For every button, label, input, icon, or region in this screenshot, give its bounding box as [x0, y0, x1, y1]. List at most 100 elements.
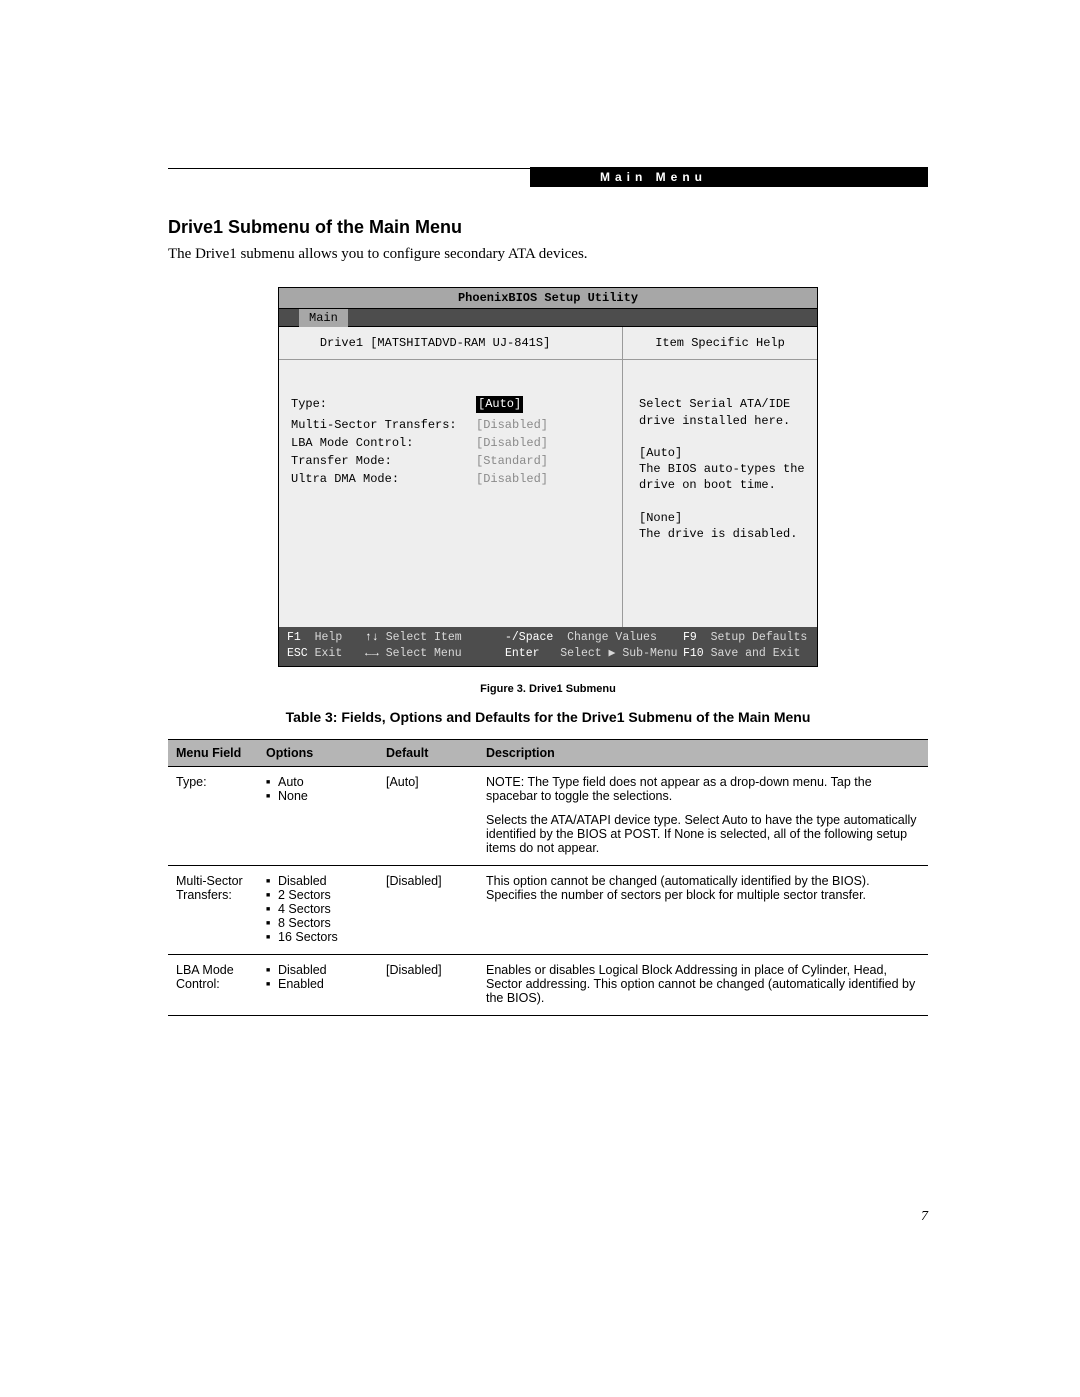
footer-key-f9: F9 — [683, 631, 697, 644]
bios-setting-row: Multi-Sector Transfers:[Disabled] — [291, 417, 610, 433]
bios-setting-label: Multi-Sector Transfers: — [291, 417, 476, 433]
bios-help-line: Select Serial ATA/IDE — [639, 396, 805, 412]
bios-subheader-left: Drive1 [MATSHITADVD-RAM UJ-841S] — [279, 327, 622, 360]
footer-select-submenu: Select ▶ Sub-Menu — [560, 647, 677, 660]
footer-setup-defaults: Setup Defaults — [711, 631, 808, 644]
bios-help-line: The BIOS auto-types the — [639, 461, 805, 477]
bios-footer-row-2: ESC Exit ←→ Select Menu Enter Select ▶ S… — [287, 646, 809, 662]
option-item: Disabled — [266, 963, 370, 977]
bios-help-title: Item Specific Help — [623, 327, 817, 360]
bios-setting-value: [Standard] — [476, 453, 548, 469]
bios-frame: PhoenixBIOS Setup Utility Main Drive1 [M… — [278, 287, 818, 667]
option-item: 8 Sectors — [266, 916, 370, 930]
bios-help-line: The drive is disabled. — [639, 526, 805, 542]
cell-default: [Disabled] — [378, 866, 478, 955]
table-header-row: Menu Field Options Default Description — [168, 740, 928, 767]
option-item: None — [266, 789, 370, 803]
option-item: 2 Sectors — [266, 888, 370, 902]
bios-help-line: drive on boot time. — [639, 477, 805, 493]
bios-setting-label: LBA Mode Control: — [291, 435, 476, 451]
bios-footer-row-1: F1 Help ↑↓ Select Item -/Space Change Va… — [287, 630, 809, 646]
bios-help-line: [None] — [639, 510, 805, 526]
bios-body: Drive1 [MATSHITADVD-RAM UJ-841S] Type:[A… — [279, 327, 817, 627]
description-paragraph: Selects the ATA/ATAPI device type. Selec… — [486, 813, 920, 855]
bios-footer: F1 Help ↑↓ Select Item -/Space Change Va… — [279, 627, 817, 666]
footer-exit: Exit — [315, 647, 343, 660]
fields-table: Menu Field Options Default Description T… — [168, 739, 928, 1016]
section-heading: Drive1 Submenu of the Main Menu — [168, 217, 928, 238]
cell-options: DisabledEnabled — [258, 955, 378, 1016]
bios-help-line — [639, 429, 805, 445]
bios-setting-label: Transfer Mode: — [291, 453, 476, 469]
bios-help-line: drive installed here. — [639, 413, 805, 429]
footer-key-arrows-ud: ↑↓ — [365, 631, 379, 644]
figure-caption: Figure 3. Drive1 Submenu — [168, 683, 928, 695]
option-item: Disabled — [266, 874, 370, 888]
option-item: 16 Sectors — [266, 930, 370, 944]
footer-key-f1: F1 — [287, 631, 301, 644]
footer-key-esc: ESC — [287, 647, 308, 660]
footer-key-arrows-lr: ←→ — [365, 647, 379, 660]
col-header-options: Options — [258, 740, 378, 767]
footer-key-enter: Enter — [505, 647, 540, 660]
footer-save-exit: Save and Exit — [711, 647, 801, 660]
cell-menu-field: LBA Mode Control: — [168, 955, 258, 1016]
option-item: Enabled — [266, 977, 370, 991]
description-paragraph: Enables or disables Logical Block Addres… — [486, 963, 920, 1005]
bios-setting-value: [Disabled] — [476, 417, 548, 433]
cell-description: This option cannot be changed (automatic… — [478, 866, 928, 955]
bios-setting-value: [Disabled] — [476, 435, 548, 451]
table-row: Type:AutoNone[Auto]NOTE: The Type field … — [168, 767, 928, 866]
bios-setting-label: Type: — [291, 396, 476, 412]
header-label: Main Menu — [600, 170, 707, 184]
description-paragraph: This option cannot be changed (automatic… — [486, 874, 920, 902]
bios-setting-value: [Auto] — [476, 396, 523, 412]
table-row: Multi-Sector Transfers:Disabled2 Sectors… — [168, 866, 928, 955]
footer-change-values: Change Values — [567, 631, 657, 644]
cell-description: NOTE: The Type field does not appear as … — [478, 767, 928, 866]
bios-help-body: Select Serial ATA/IDEdrive installed her… — [623, 360, 817, 554]
bios-setting-row: Type:[Auto] — [291, 396, 610, 412]
bios-tab-main: Main — [299, 309, 348, 327]
option-item: 4 Sectors — [266, 902, 370, 916]
cell-menu-field: Type: — [168, 767, 258, 866]
bios-left-pane: Drive1 [MATSHITADVD-RAM UJ-841S] Type:[A… — [279, 327, 623, 627]
bios-sub-prefix: Drive1 — [320, 336, 363, 350]
footer-help: Help — [315, 631, 343, 644]
cell-default: [Auto] — [378, 767, 478, 866]
bios-right-pane: Item Specific Help Select Serial ATA/IDE… — [623, 327, 817, 627]
cell-menu-field: Multi-Sector Transfers: — [168, 866, 258, 955]
bios-settings: Type:[Auto]Multi-Sector Transfers:[Disab… — [279, 360, 622, 501]
bios-setting-row: Ultra DMA Mode:[Disabled] — [291, 471, 610, 487]
bios-setting-row: LBA Mode Control:[Disabled] — [291, 435, 610, 451]
col-header-menu-field: Menu Field — [168, 740, 258, 767]
intro-text: The Drive1 submenu allows you to configu… — [168, 246, 928, 263]
bios-setting-value: [Disabled] — [476, 471, 548, 487]
col-header-default: Default — [378, 740, 478, 767]
table-row: LBA Mode Control:DisabledEnabled[Disable… — [168, 955, 928, 1016]
bios-help-line: [Auto] — [639, 445, 805, 461]
bios-help-line — [639, 494, 805, 510]
bios-sub-device: [MATSHITADVD-RAM UJ-841S] — [370, 336, 550, 350]
cell-options: AutoNone — [258, 767, 378, 866]
page-number: 7 — [921, 1209, 928, 1225]
col-header-description: Description — [478, 740, 928, 767]
bios-setting-row: Transfer Mode:[Standard] — [291, 453, 610, 469]
document-page: Main Menu Drive1 Submenu of the Main Men… — [0, 0, 1080, 1397]
cell-default: [Disabled] — [378, 955, 478, 1016]
bios-title: PhoenixBIOS Setup Utility — [279, 288, 817, 309]
footer-select-item: Select Item — [386, 631, 462, 644]
footer-key-f10: F10 — [683, 647, 704, 660]
header-bar: Main Menu — [530, 167, 928, 187]
footer-key-space: -/Space — [505, 631, 553, 644]
bios-menubar: Main — [279, 309, 817, 327]
content-area: Main Menu Drive1 Submenu of the Main Men… — [168, 168, 928, 1016]
option-item: Auto — [266, 775, 370, 789]
bios-setting-label: Ultra DMA Mode: — [291, 471, 476, 487]
cell-options: Disabled2 Sectors4 Sectors8 Sectors16 Se… — [258, 866, 378, 955]
cell-description: Enables or disables Logical Block Addres… — [478, 955, 928, 1016]
footer-select-menu: Select Menu — [386, 647, 462, 660]
description-paragraph: NOTE: The Type field does not appear as … — [486, 775, 920, 803]
bios-figure: PhoenixBIOS Setup Utility Main Drive1 [M… — [278, 287, 818, 667]
table-caption: Table 3: Fields, Options and Defaults fo… — [168, 709, 928, 725]
